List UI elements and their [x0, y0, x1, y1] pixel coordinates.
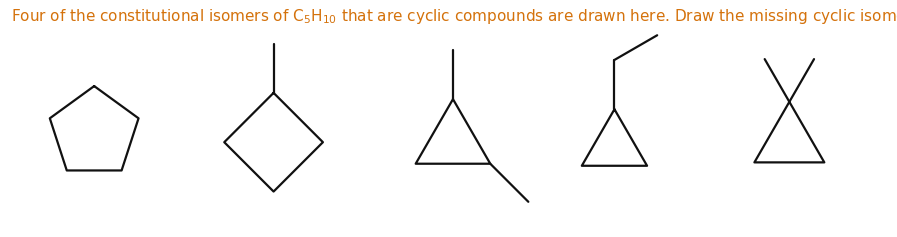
Text: Four of the constitutional isomers of $\mathregular{C_5H_{10}}$ that are cyclic : Four of the constitutional isomers of $\… [11, 7, 897, 26]
